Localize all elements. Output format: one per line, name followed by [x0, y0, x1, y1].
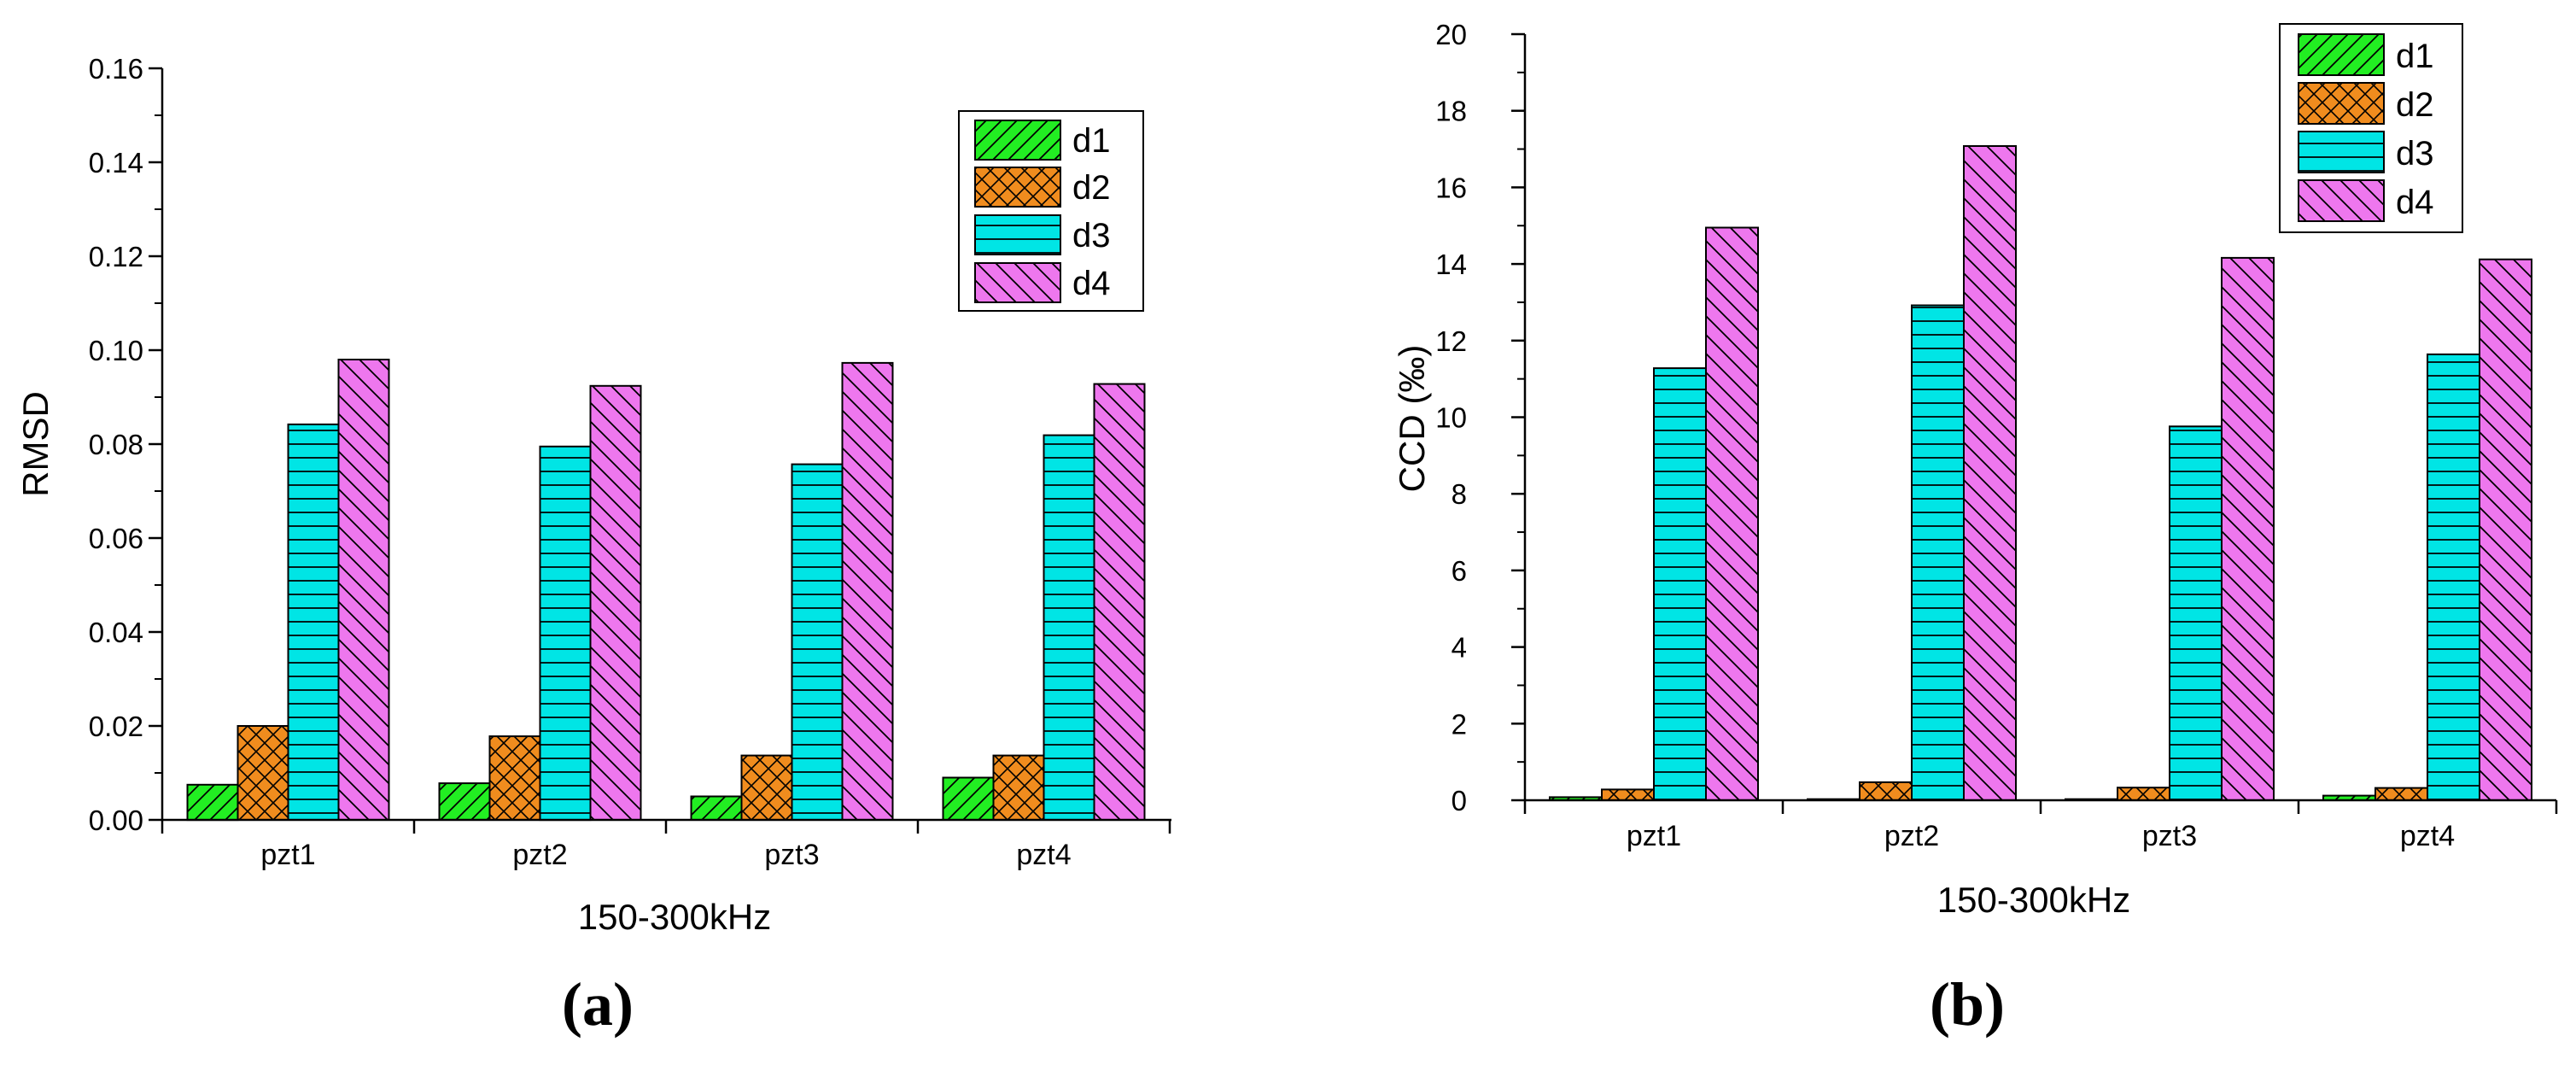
panel-a-bar-d4-pzt1 [337, 359, 390, 821]
panel-b-legend-swatch-d4 [2298, 179, 2385, 222]
panel-a-legend: d1 d2 d3 d4 [958, 110, 1144, 312]
panel-a-bar-d4-pzt2 [589, 384, 642, 821]
panel-b-y-tick-label: 16 [1435, 172, 1467, 203]
panel-a-bar-d3-pzt4 [1043, 434, 1095, 821]
panel-b-y-tick-label: 14 [1435, 249, 1467, 280]
panel-b-y-tick-label: 12 [1435, 325, 1467, 357]
panel-b-bar-d3-pzt4 [2427, 353, 2480, 801]
panel-a-legend-swatch-d1 [974, 120, 1061, 161]
panel-a-y-tick-label: 0.04 [89, 617, 143, 648]
panel-a-legend-swatch-d3 [974, 214, 1061, 255]
panel-b-legend-label-d3: d3 [2396, 135, 2434, 173]
panel-b-bar-d4-pzt4 [2479, 258, 2532, 801]
panel-b-bar-d3-pzt1 [1653, 367, 1707, 801]
panel-a-bar-d2-pzt1 [237, 725, 289, 821]
panel-a-x-category-label-pzt4: pzt4 [1016, 839, 1071, 871]
panel-a-bar-d4-pzt4 [1093, 383, 1146, 821]
panel-b-label: (b) [1930, 970, 2005, 1039]
panel-b-y-tick-label: 0 [1452, 785, 1467, 816]
panel-b-y-tick-label: 6 [1452, 555, 1467, 587]
panel-a-bar-d1-pzt1 [186, 783, 239, 822]
panel-a-bar-d2-pzt2 [488, 735, 541, 821]
panel-b-bar-d4-pzt2 [1963, 145, 2017, 801]
panel-a-y-tick-label: 0.00 [89, 805, 143, 836]
panel-a-y-tick-label: 0.14 [89, 147, 143, 178]
panel-b-legend-label-d1: d1 [2396, 38, 2434, 75]
panel-b-bar-d4-pzt3 [2221, 256, 2275, 801]
panel-a-legend-label-d3: d3 [1072, 217, 1111, 255]
panel-a-chart: RMSD 150-300kHz (a) 0.00 0.02 0.04 0.06 0.08… [15, 53, 1171, 1039]
panel-b-bar-d2-pzt1 [1601, 788, 1655, 802]
panel-b-legend-label-d4: d4 [2396, 184, 2434, 221]
panel-b-legend-label-d2: d2 [2396, 86, 2434, 124]
panel-b-bar-d4-pzt1 [1705, 226, 1759, 801]
panel-b-legend-swatch-d1 [2298, 33, 2385, 76]
panel-b-y-tick-label: 10 [1435, 402, 1467, 434]
panel-a-x-category-label-pzt3: pzt3 [764, 839, 819, 871]
panel-b-legend: d1 d2 d3 d4 [2279, 23, 2463, 233]
panel-a-y-axis-title: RMSD [15, 391, 55, 497]
panel-b-legend-swatch-d3 [2298, 131, 2385, 173]
panel-b-y-tick-label: 8 [1452, 478, 1467, 510]
panel-b-x-axis-title: 150-300kHz [1937, 880, 2130, 920]
panel-a-bar-d3-pzt1 [287, 423, 340, 821]
panel-a-y-tick-label: 0.16 [89, 53, 143, 85]
panel-a-bar-d3-pzt3 [791, 463, 844, 821]
panel-a-legend-label-d1: d1 [1072, 122, 1111, 160]
panel-a-x-category-label-pzt1: pzt1 [260, 839, 315, 871]
panel-a-legend-label-d4: d4 [1072, 265, 1111, 302]
panel-a-y-tick-label: 0.06 [89, 523, 143, 554]
panel-b-bar-d2-pzt3 [2117, 787, 2170, 802]
panel-a-y-tick-label: 0.02 [89, 711, 143, 742]
panel-a-bar-d3-pzt2 [539, 445, 592, 822]
panel-b-plot-area: 0 2 4 6 8 10 12 14 16 18 20 pzt1 pzt2 pzt3 pzt4 [1435, 19, 2558, 852]
panel-a-bar-d2-pzt4 [992, 754, 1045, 821]
panel-a-label: (a) [562, 970, 634, 1039]
panel-b-bar-d2-pzt4 [2374, 787, 2428, 801]
panel-b-y-axis-title: CCD (‰) [1392, 345, 1432, 493]
panel-a-bar-d1-pzt3 [690, 795, 743, 821]
panel-b-bar-d3-pzt2 [1911, 304, 1965, 801]
panel-a-bar-d1-pzt2 [438, 782, 491, 821]
panel-b-y-tick-label: 2 [1452, 708, 1467, 740]
panel-b-bar-d3-pzt3 [2169, 425, 2223, 801]
panel-a-y-tick-label: 0.12 [89, 241, 143, 272]
panel-a-bar-d2-pzt3 [740, 754, 793, 821]
panel-a-y-tick-label: 0.08 [89, 429, 143, 460]
panel-b-legend-swatch-d2 [2298, 82, 2385, 125]
panel-b-x-category-label-pzt2: pzt2 [1884, 820, 1939, 852]
panel-a-legend-swatch-d4 [974, 262, 1061, 303]
panel-a-legend-label-d2: d2 [1072, 169, 1111, 207]
panel-b-bar-d2-pzt2 [1859, 781, 1913, 802]
panel-b-x-category-label-pzt4: pzt4 [2400, 820, 2455, 852]
panel-a-plot-area: 0.00 0.02 0.04 0.06 0.08 0.10 0.12 0.14 0.16 pzt1… [89, 53, 1171, 871]
panel-b-y-tick-label: 18 [1435, 96, 1467, 127]
panel-b-y-tick-label: 20 [1435, 19, 1467, 50]
panel-b-x-category-label-pzt1: pzt1 [1627, 820, 1681, 852]
panel-a-y-tick-label: 0.10 [89, 335, 143, 366]
panel-a-bar-d4-pzt3 [841, 361, 894, 821]
panel-a-x-category-label-pzt2: pzt2 [512, 839, 567, 871]
panel-b-x-category-label-pzt3: pzt3 [2142, 820, 2197, 852]
panel-b-chart: CCD (‰) 150-300kHz (b) 0 2 4 6 8 10 12 14 16 18 20… [1392, 19, 2558, 1039]
panel-b-y-tick-label: 4 [1452, 632, 1467, 664]
panel-a-bar-d1-pzt4 [942, 776, 995, 821]
panel-a-legend-swatch-d2 [974, 167, 1061, 208]
panel-a-x-axis-title: 150-300kHz [578, 897, 771, 937]
